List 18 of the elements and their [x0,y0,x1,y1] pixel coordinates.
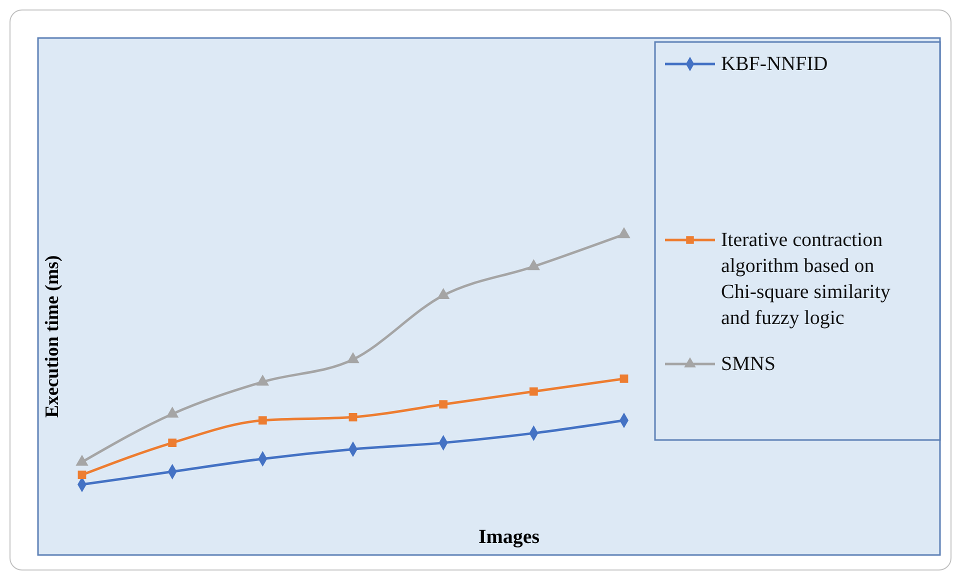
x-axis-title: Images [478,526,540,548]
point [620,374,628,383]
point [346,352,360,364]
point [436,288,450,300]
legend-label: SMNS [721,353,776,375]
legend-label: KBF-NNFID [721,53,828,75]
point [258,416,267,425]
point [168,438,177,447]
point [529,387,538,396]
point [348,412,358,422]
y-axis-title: Execution time (ms) [42,255,63,418]
legend-label: Iterative contraction algorithm based on Chi-square similarity and fuzzy logic [721,229,890,329]
point [166,406,179,418]
point [527,259,540,270]
point [256,374,270,386]
point [439,400,448,409]
point [618,227,630,238]
point [78,470,86,480]
